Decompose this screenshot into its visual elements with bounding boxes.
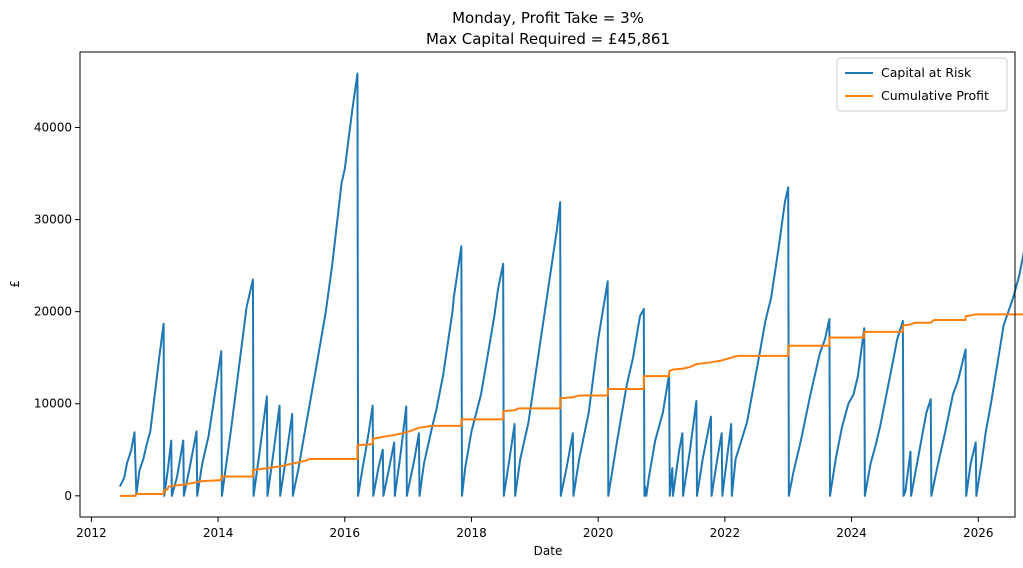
x-tick-label: 2018 xyxy=(456,526,487,540)
x-tick-label: 2016 xyxy=(330,526,361,540)
x-tick-label: 2014 xyxy=(203,526,234,540)
x-tick-label: 2022 xyxy=(710,526,741,540)
y-tick-label: 20000 xyxy=(34,305,72,319)
x-axis: 2012 2014 2016 2018 2020 2022 2024 2026 xyxy=(76,517,994,540)
legend-frame xyxy=(836,57,1008,112)
series-line-capital-at-risk xyxy=(119,72,1023,497)
series-line-cumulative-profit xyxy=(119,313,1023,497)
legend-label-cumulative-profit: Cumulative Profit xyxy=(881,88,989,103)
legend: Capital at Risk Cumulative Profit xyxy=(836,57,1008,112)
x-tick-label: 2012 xyxy=(76,526,107,540)
y-axis-label: £ xyxy=(8,280,22,288)
legend-label-capital-at-risk: Capital at Risk xyxy=(881,65,972,80)
x-axis-label: Date xyxy=(534,544,563,558)
y-tick-label: 0 xyxy=(64,489,72,503)
y-tick-label: 40000 xyxy=(34,121,72,135)
y-tick-label: 30000 xyxy=(34,213,72,227)
y-tick-label: 10000 xyxy=(34,397,72,411)
chart-title: Monday, Profit Take = 3% xyxy=(452,9,644,27)
plot-frame xyxy=(79,51,1016,518)
y-axis: 0 10000 20000 30000 40000 xyxy=(34,121,80,503)
plot-area xyxy=(119,72,1023,497)
chart-subtitle: Max Capital Required = £45,861 xyxy=(426,30,670,48)
x-tick-label: 2026 xyxy=(963,526,994,540)
x-tick-label: 2020 xyxy=(583,526,614,540)
x-tick-label: 2024 xyxy=(836,526,867,540)
